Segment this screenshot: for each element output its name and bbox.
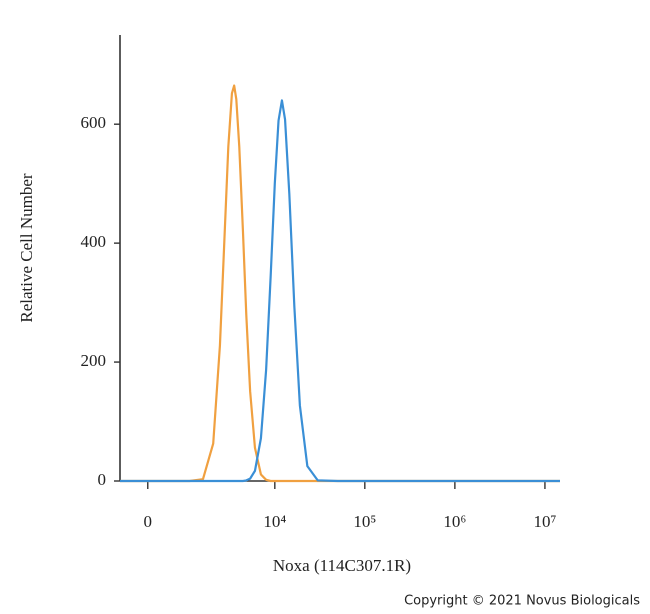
y-tick-label: 200 — [81, 351, 107, 370]
y-tick-label: 0 — [98, 470, 107, 489]
x-tick-label: 10⁵ — [353, 512, 376, 531]
y-tick-label: 600 — [81, 113, 107, 132]
x-axis-label: Noxa (114C307.1R) — [273, 556, 411, 575]
copyright: Copyright © 2021 Novus Biologicals — [404, 594, 640, 609]
y-tick-label: 400 — [81, 232, 107, 251]
histogram-line — [120, 84, 560, 483]
x-tick-label: 0 — [144, 512, 153, 531]
x-tick-label: 10⁶ — [443, 512, 466, 531]
y-axis-label: Relative Cell Number — [17, 173, 36, 323]
histogram-line — [120, 99, 560, 483]
x-tick-label: 10⁷ — [533, 512, 556, 531]
x-tick-label: 10⁴ — [263, 512, 286, 531]
